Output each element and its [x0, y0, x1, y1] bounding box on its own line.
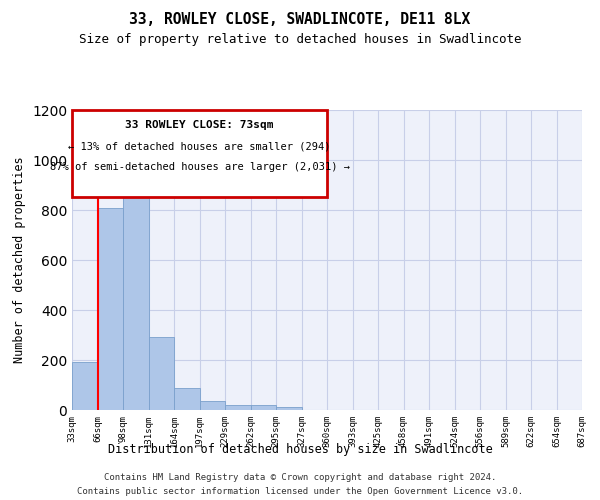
Bar — [97, 208, 123, 410]
Y-axis label: Number of detached properties: Number of detached properties — [13, 156, 26, 364]
Text: 33, ROWLEY CLOSE, SWADLINCOTE, DE11 8LX: 33, ROWLEY CLOSE, SWADLINCOTE, DE11 8LX — [130, 12, 470, 28]
Text: Contains HM Land Registry data © Crown copyright and database right 2024.: Contains HM Land Registry data © Crown c… — [104, 472, 496, 482]
Text: 33 ROWLEY CLOSE: 73sqm: 33 ROWLEY CLOSE: 73sqm — [125, 120, 274, 130]
Bar — [72, 362, 97, 410]
Text: Size of property relative to detached houses in Swadlincote: Size of property relative to detached ho… — [79, 32, 521, 46]
Text: Contains public sector information licensed under the Open Government Licence v3: Contains public sector information licen… — [77, 488, 523, 496]
Bar — [149, 337, 174, 410]
Text: 87% of semi-detached houses are larger (2,031) →: 87% of semi-detached houses are larger (… — [49, 162, 349, 172]
Text: Distribution of detached houses by size in Swadlincote: Distribution of detached houses by size … — [107, 442, 493, 456]
FancyBboxPatch shape — [72, 110, 327, 197]
Text: ← 13% of detached houses are smaller (294): ← 13% of detached houses are smaller (29… — [68, 142, 331, 152]
Bar — [123, 178, 149, 410]
Bar — [225, 404, 251, 410]
Bar — [199, 401, 225, 410]
Bar — [174, 388, 199, 410]
Bar — [251, 405, 276, 410]
Bar — [276, 407, 302, 410]
